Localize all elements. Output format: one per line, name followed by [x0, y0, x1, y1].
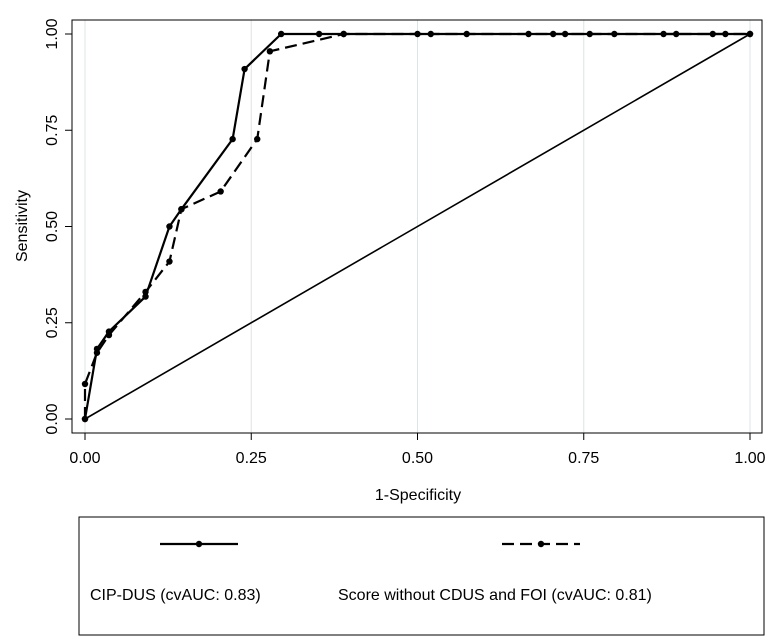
y-tick-label-2: 0.50 [44, 211, 61, 242]
series-1-point-9 [266, 48, 274, 55]
y-axis-title: Sensitivity [14, 190, 31, 262]
series-1-point-4 [142, 288, 149, 296]
series-0-point-8 [277, 30, 285, 38]
series-1-point-2 [93, 349, 101, 356]
series-0-point-21 [709, 30, 716, 38]
legend-label-cip-dus: CIP-DUS (cvAUC: 0.83) [90, 587, 261, 604]
series-0-point-6 [229, 135, 236, 143]
x-tick-label-1: 0.25 [236, 450, 267, 467]
series-1-point-10 [340, 30, 347, 38]
y-tick-label-3: 0.75 [44, 115, 61, 146]
legend-symbols [160, 540, 580, 548]
legend-label-score-without-cdus-foi: Score without CDUS and FOI (cvAUC: 0.81) [338, 587, 652, 604]
series-0-point-3 [142, 293, 149, 300]
series-1-point-3 [105, 331, 113, 339]
series-line-2 [84, 33, 751, 420]
y-tick-label-0: 0.00 [44, 403, 61, 434]
series-0-point-4 [166, 223, 173, 230]
series-line-1 [83, 32, 750, 419]
series-0-point-9 [315, 30, 323, 38]
x-axis-title: 1-Specificity [375, 487, 461, 504]
series-1-point-7 [217, 188, 224, 195]
legend: CIP-DUS (cvAUC: 0.83) Score without CDUS… [78, 516, 765, 636]
series-0-point-7 [241, 65, 248, 73]
y-tick-label-4: 1.00 [44, 18, 61, 49]
axes: 0.00 0.25 0.50 0.75 1.00 0.00 0.25 0.50 0.75 1.00 [44, 18, 766, 467]
x-tick-label-2: 0.50 [402, 450, 433, 467]
x-tick-label-4: 1.00 [734, 450, 765, 467]
x-tick-label-0: 0.00 [69, 450, 100, 467]
x-tick-label-3: 0.75 [568, 450, 599, 467]
series-1-point-6 [178, 205, 185, 213]
series-0-point-20 [672, 30, 680, 38]
y-tick-label-1: 0.25 [44, 307, 61, 338]
series-1-point-1 [81, 380, 89, 388]
series-1-point-5 [166, 258, 173, 265]
series-1-point-8 [254, 135, 261, 143]
legend-marker-score [537, 540, 545, 548]
legend-box [78, 516, 765, 636]
series-0-point-15 [549, 30, 557, 38]
series-layer [81, 30, 754, 423]
legend-marker-cip-dus [195, 540, 203, 548]
